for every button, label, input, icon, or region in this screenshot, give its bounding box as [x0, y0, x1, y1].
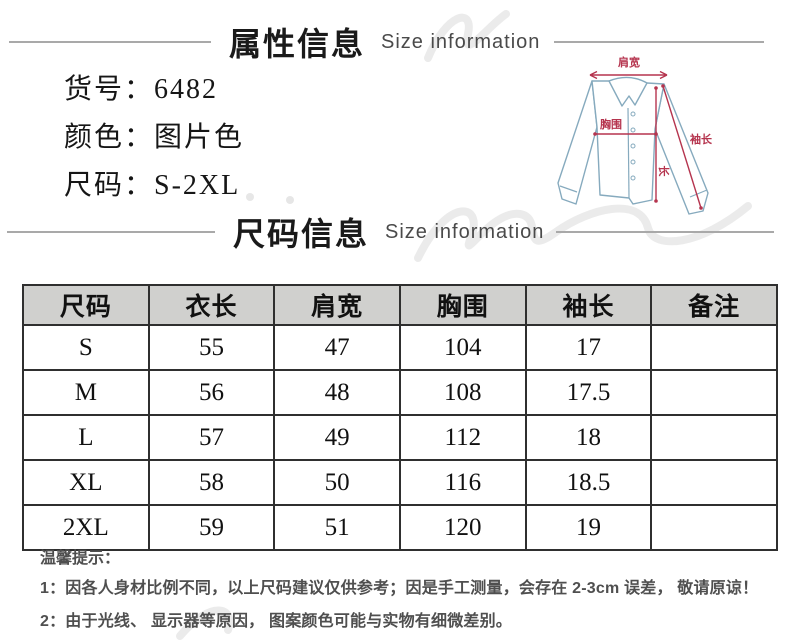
measure-endpoint — [699, 206, 703, 210]
table-row: XL 58 50 116 18.5 — [22, 459, 778, 506]
shirt-measurement-diagram: 肩宽 胸围 长 袖长 — [557, 55, 713, 215]
table-cell: 19 — [524, 504, 653, 551]
product-field-size: 尺码：S-2XL — [64, 162, 244, 210]
shirt-left-cuff-seam — [559, 185, 578, 193]
measure-endpoint — [654, 86, 658, 90]
table-cell: L — [22, 414, 150, 461]
note-line-1: 1：因各人身材比例不同，以上尺码建议仅供参考；因是手工测量，会存在 2-3cm … — [40, 580, 759, 597]
table-cell: XL — [22, 459, 150, 506]
size-table: 尺码 衣长 肩宽 胸围 袖长 备注 S 55 47 104 17 M 56 48 108 17.5 L 57 49… — [22, 284, 778, 551]
table-row: M 56 48 108 17.5 — [22, 369, 778, 416]
size-subtitle: Size information — [385, 220, 545, 243]
table-cell — [650, 414, 778, 461]
table-cell: 50 — [273, 459, 401, 506]
table-cell: 112 — [398, 414, 527, 461]
shirt-left-sleeve — [557, 80, 598, 205]
table-cell: 48 — [273, 369, 401, 416]
table-row: 2XL 59 51 120 19 — [22, 504, 778, 551]
table-cell: 58 — [147, 459, 276, 506]
size-title: 尺码信息 — [233, 216, 370, 252]
attribute-subtitle: Size information — [381, 30, 541, 53]
sleeve-length-label: 袖长 — [690, 132, 713, 146]
table-cell: 56 — [147, 369, 276, 416]
table-row: S 55 47 104 17 — [22, 324, 778, 371]
table-cell: 120 — [398, 504, 527, 551]
size-section-header: 尺码信息 Size information — [0, 212, 800, 252]
table-row: L 57 49 112 18 — [22, 414, 778, 461]
shirt-button — [630, 111, 636, 117]
size-table-header-row: 尺码 衣长 肩宽 胸围 袖长 备注 — [22, 284, 778, 326]
divider-line — [554, 41, 765, 43]
item-no-label: 货号： — [64, 74, 155, 105]
column-header: 袖长 — [524, 284, 653, 326]
table-cell: 57 — [147, 414, 276, 461]
table-cell: 17 — [524, 324, 653, 371]
table-cell: S — [22, 324, 150, 371]
table-cell: 104 — [398, 324, 527, 371]
table-cell: 18.5 — [524, 459, 653, 506]
shirt-collar — [608, 76, 648, 107]
product-info: 货号：6482 颜色：图片色 尺码：S-2XL — [64, 66, 244, 210]
measure-endpoint — [654, 199, 658, 203]
notes-section: 温馨提示： 1：因各人身材比例不同，以上尺码建议仅供参考；因是手工测量，会存在 … — [40, 544, 780, 640]
shirt-button — [630, 175, 636, 181]
divider-line — [9, 41, 211, 43]
shirt-right-sleeve — [654, 83, 709, 215]
measure-endpoint — [593, 132, 597, 136]
note-line-2: 2：由于光线、 显示器等原因， 图案颜色可能与实物有细微差别。 — [40, 613, 512, 630]
table-cell: 2XL — [22, 504, 150, 551]
table-cell: 116 — [398, 459, 527, 506]
divider-line — [556, 231, 775, 233]
table-cell: M — [22, 369, 150, 416]
divider-line — [7, 231, 215, 233]
color-value: 图片色 — [154, 122, 245, 153]
measure-endpoint — [661, 84, 665, 88]
chest-label: 胸围 — [600, 117, 622, 131]
column-header: 衣长 — [147, 284, 276, 326]
column-header: 尺码 — [22, 284, 150, 326]
table-cell: 17.5 — [524, 369, 653, 416]
size-table-body: S 55 47 104 17 M 56 48 108 17.5 L 57 49 112 18 XL 58 50 11… — [22, 324, 778, 551]
shirt-button — [630, 127, 636, 133]
table-cell — [650, 369, 778, 416]
shirt-button — [630, 143, 636, 149]
table-cell: 55 — [147, 324, 276, 371]
item-no-value: 6482 — [154, 74, 219, 105]
attribute-title: 属性信息 — [229, 26, 366, 62]
table-cell: 51 — [273, 504, 401, 551]
column-header: 肩宽 — [273, 284, 401, 326]
size-value: S-2XL — [154, 170, 241, 201]
table-cell: 108 — [398, 369, 527, 416]
table-cell — [650, 459, 778, 506]
shirt-placket — [627, 107, 630, 199]
shoulder-width-arrow — [589, 70, 668, 80]
column-header: 胸围 — [398, 284, 527, 326]
shoulder-width-label: 肩宽 — [618, 55, 640, 69]
table-cell: 49 — [273, 414, 401, 461]
table-cell: 47 — [273, 324, 401, 371]
table-cell: 59 — [147, 504, 276, 551]
attribute-section-header: 属性信息 Size information — [0, 22, 800, 62]
notes-title: 温馨提示： — [40, 550, 121, 567]
product-field-item-no: 货号：6482 — [64, 66, 244, 114]
table-cell — [650, 504, 778, 551]
table-cell — [650, 324, 778, 371]
size-label: 尺码： — [64, 170, 155, 201]
shirt-right-cuff-seam — [689, 189, 708, 198]
column-header: 备注 — [650, 284, 778, 326]
table-cell: 18 — [524, 414, 653, 461]
length-label: 长 — [657, 166, 671, 178]
product-field-color: 颜色：图片色 — [64, 114, 244, 162]
sleeve-measure-line — [662, 85, 702, 209]
color-label: 颜色： — [64, 122, 155, 153]
shirt-button — [630, 159, 636, 165]
